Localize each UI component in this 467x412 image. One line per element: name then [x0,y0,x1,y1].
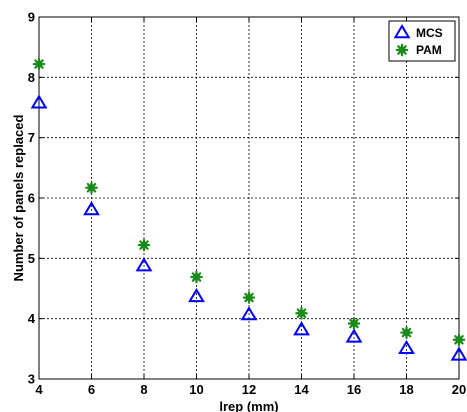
y-axis-title: Number of panels replaced [11,115,26,282]
x-tick-label: 14 [294,382,309,397]
x-tick-label: 12 [242,382,256,397]
legend-label-mcs: MCS [416,26,443,40]
y-tick-label: 5 [28,251,35,266]
y-tick-label: 3 [28,372,35,387]
data-point-mcs [188,287,205,303]
x-tick-label: 6 [88,382,95,397]
data-point-mcs [83,201,100,216]
data-point-mcs [450,346,467,361]
legend-label-pam: PAM [416,43,442,57]
data-point-pam [190,270,203,284]
grid-lines [39,17,459,379]
data-series [30,57,467,361]
data-point-mcs [240,306,258,321]
data-point-pam [137,238,151,252]
y-tick-label: 9 [28,10,35,25]
data-point-pam [242,291,256,304]
x-tick-label: 4 [35,382,43,397]
x-tick-label: 16 [347,382,361,397]
y-tick-label: 6 [28,191,35,206]
series-mcs [30,94,467,361]
legend: MCS PAM [388,20,456,62]
legend-marker-pam [395,43,409,57]
x-tick-label: 18 [399,382,413,397]
data-point-mcs [345,328,363,343]
y-tick-label: 8 [28,70,35,85]
x-tick-label: 8 [140,382,147,397]
data-point-mcs [293,321,310,336]
data-point-mcs [135,257,153,272]
data-point-pam [452,333,466,347]
data-point-mcs [30,94,48,109]
data-point-pam [347,317,361,330]
data-point-mcs [398,339,415,355]
x-tick-label: 20 [452,382,466,397]
data-point-pam [32,57,46,71]
data-point-pam [85,181,98,195]
data-point-pam [400,326,413,339]
x-axis-title: lrep (mm) [219,399,278,412]
data-point-pam [295,306,308,320]
x-tick-label: 10 [189,382,203,397]
series-pam [32,57,466,347]
y-tick-label: 4 [28,311,36,326]
y-tick-label: 7 [28,130,35,145]
legend-marker-mcs [393,24,411,39]
